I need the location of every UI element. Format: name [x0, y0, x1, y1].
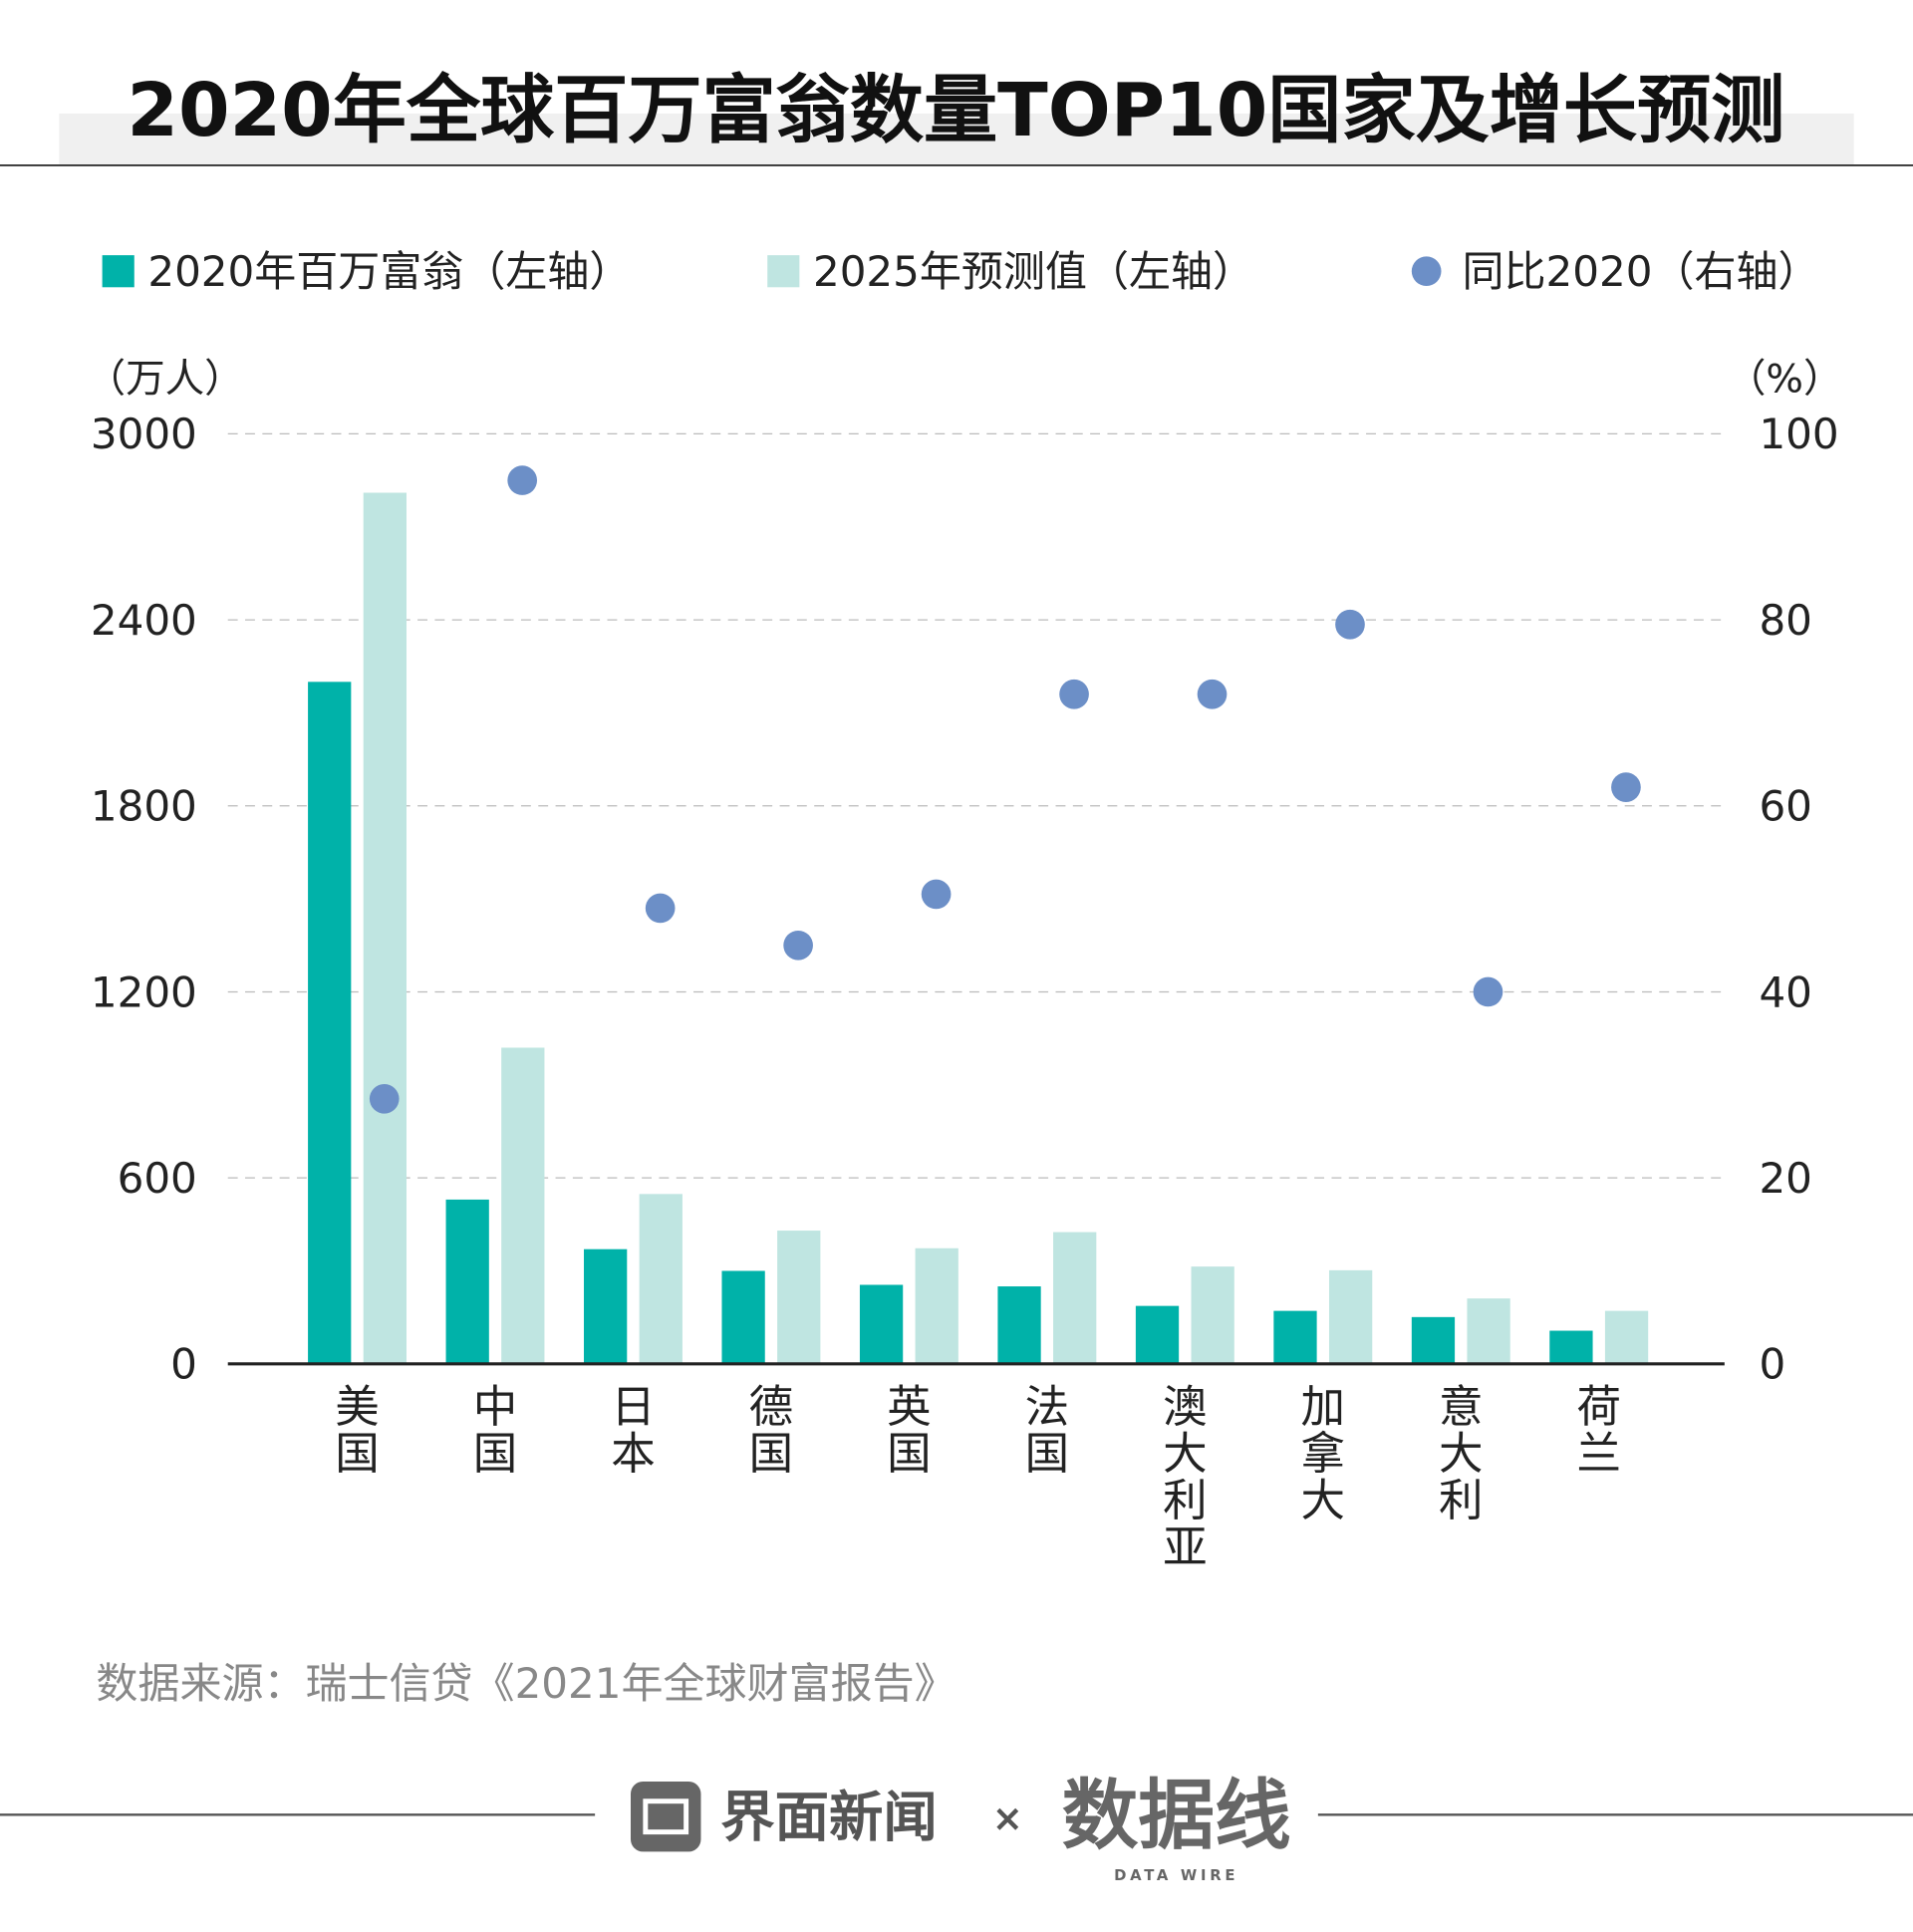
bar-2025-5	[1053, 1232, 1097, 1364]
bar-2025-9	[1604, 1310, 1649, 1364]
left-axis-tick-label: 0	[170, 1340, 197, 1389]
right-axis-tick-label: 60	[1759, 782, 1811, 831]
footer-brand-jiemian: 界面新闻	[720, 1786, 938, 1848]
chart-title: 2020年全球百万富翁数量TOP10国家及增长预测	[127, 68, 1784, 153]
yoy-dot-0	[369, 1083, 400, 1114]
yoy-dot-6	[1197, 679, 1228, 709]
left-axis-tick-label: 2400	[91, 596, 197, 645]
right-axis-tick-label: 100	[1759, 410, 1838, 458]
yoy-dot-8	[1473, 976, 1503, 1007]
legend-swatch-2020	[102, 255, 135, 288]
bar-2025-4	[915, 1247, 958, 1364]
legend-label-2020: 2020年百万富翁（左轴）	[147, 247, 631, 296]
category-label: 加拿大	[1301, 1382, 1346, 1526]
left-axis-tick-label: 600	[118, 1154, 197, 1203]
source-note: 数据来源：瑞士信贷《2021年全球财富报告》	[96, 1659, 956, 1708]
bar-2020-3	[721, 1270, 765, 1364]
footer: 界面新闻 × 数据线 DATA WIRE	[0, 1773, 1913, 1884]
left-axis-tick-label: 3000	[91, 410, 197, 458]
bar-2020-6	[1135, 1305, 1180, 1364]
legend: 2020年百万富翁（左轴） 2025年预测值（左轴） 同比2020（右轴）	[102, 247, 1820, 296]
bar-2020-0	[308, 682, 352, 1364]
category-label: 澳大利亚	[1163, 1382, 1208, 1573]
right-axis-tick-label: 80	[1759, 596, 1811, 645]
bar-2020-8	[1411, 1316, 1456, 1364]
yoy-dot-4	[921, 879, 952, 910]
legend-dot-yoy	[1411, 256, 1442, 287]
bar-2025-2	[639, 1194, 683, 1364]
category-label: 日本	[611, 1382, 656, 1480]
yoy-dot-2	[645, 893, 676, 924]
right-axis-tick-label: 40	[1759, 967, 1811, 1016]
category-label: 德国	[749, 1382, 794, 1480]
yoy-dot-3	[783, 930, 813, 961]
bar-2025-6	[1191, 1266, 1234, 1364]
bar-2025-1	[501, 1047, 545, 1364]
bar-2020-2	[584, 1248, 628, 1364]
category-label: 意大利	[1439, 1382, 1484, 1526]
category-label: 美国	[335, 1382, 380, 1480]
legend-swatch-2025	[767, 255, 800, 288]
left-axis-tick-label: 1200	[91, 967, 197, 1016]
footer-times: ×	[992, 1796, 1023, 1839]
jiemian-logo-icon	[630, 1781, 701, 1852]
right-axis-unit: （%）	[1727, 356, 1843, 402]
bar-2020-5	[997, 1286, 1041, 1364]
legend-label-2025: 2025年预测值（左轴）	[813, 247, 1254, 296]
title-background	[59, 113, 1854, 165]
bar-2020-9	[1549, 1330, 1593, 1364]
legend-label-yoy: 同比2020（右轴）	[1463, 247, 1820, 296]
footer-brand-datawire-sub: DATA WIRE	[1114, 1867, 1238, 1884]
bar-2025-7	[1328, 1269, 1373, 1364]
jiemian-logo-mark	[643, 1798, 689, 1835]
bar-2020-7	[1273, 1310, 1317, 1364]
left-axis-tick-label: 1800	[91, 782, 197, 831]
bar-2020-1	[445, 1199, 489, 1364]
yoy-dot-1	[507, 465, 538, 495]
bar-2020-4	[859, 1284, 904, 1364]
category-label: 中国	[473, 1382, 518, 1480]
category-label: 荷兰	[1576, 1382, 1621, 1480]
yoy-dot-7	[1335, 609, 1365, 640]
category-label: 英国	[887, 1382, 932, 1480]
left-axis-unit: （万人）	[87, 356, 244, 402]
bar-2025-3	[777, 1231, 821, 1364]
right-axis-tick-label: 0	[1759, 1340, 1785, 1389]
yoy-dot-9	[1611, 772, 1641, 802]
bar-2025-8	[1467, 1298, 1510, 1364]
bar-2025-0	[363, 492, 407, 1364]
right-axis-tick-label: 20	[1759, 1154, 1811, 1203]
yoy-dot-5	[1059, 679, 1089, 709]
category-label: 法国	[1025, 1382, 1070, 1480]
footer-brand-datawire: 数据线	[1062, 1773, 1291, 1861]
